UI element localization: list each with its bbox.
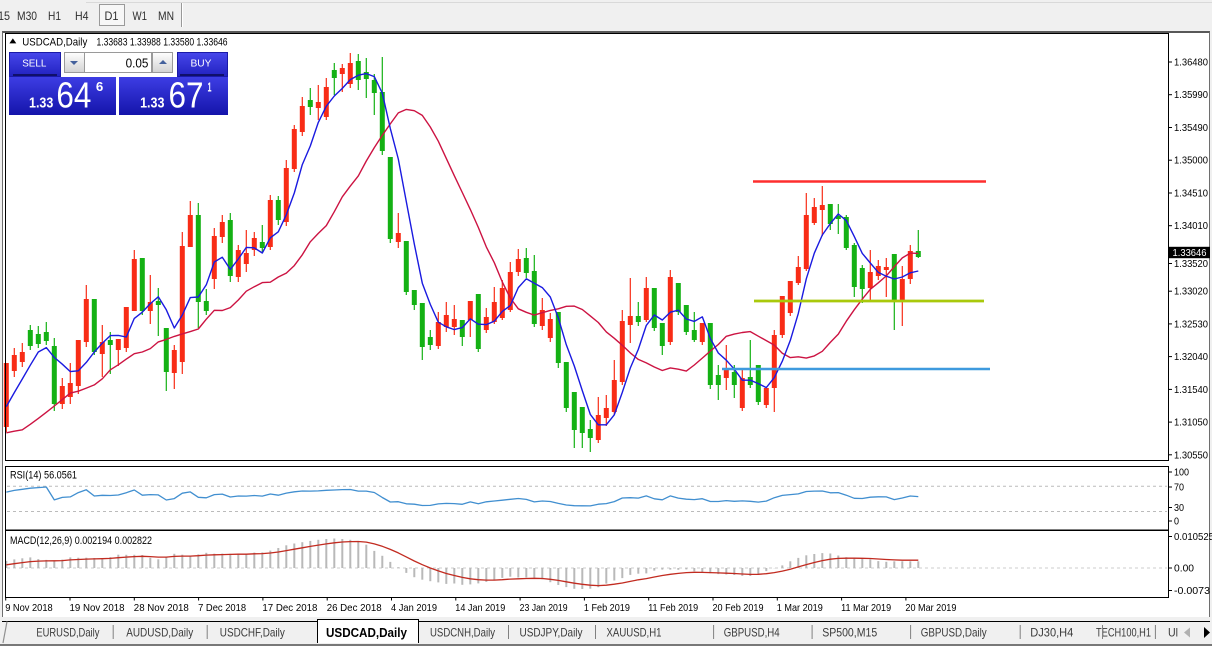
svg-text:1.31540: 1.31540 [1174, 384, 1208, 396]
svg-text:1.31050: 1.31050 [1174, 417, 1208, 429]
svg-text:100: 100 [1174, 467, 1189, 479]
svg-text:19 Nov 2018: 19 Nov 2018 [70, 602, 125, 614]
svg-text:20 Mar 2019: 20 Mar 2019 [905, 602, 956, 614]
svg-text:1.35000: 1.35000 [1174, 155, 1208, 167]
svg-text:USDCHF,Daily: USDCHF,Daily [220, 626, 285, 640]
svg-text:1.33683 1.33988 1.33580 1.3364: 1.33683 1.33988 1.33580 1.33646 [97, 36, 228, 48]
svg-text:MN: MN [158, 9, 174, 23]
svg-text:1.33646: 1.33646 [1173, 247, 1207, 259]
svg-text:11 Mar 2019: 11 Mar 2019 [841, 602, 891, 614]
svg-text:1.33: 1.33 [29, 94, 53, 111]
svg-text:EURUSD,Daily: EURUSD,Daily [36, 626, 99, 640]
svg-text:1.30550: 1.30550 [1174, 449, 1208, 461]
svg-text:TECH100,H1: TECH100,H1 [1096, 626, 1151, 640]
svg-text:70: 70 [1174, 482, 1184, 494]
svg-text:USDCNH,Daily: USDCNH,Daily [430, 626, 495, 640]
svg-text:0: 0 [1174, 516, 1179, 528]
svg-text:1.32040: 1.32040 [1174, 351, 1208, 363]
svg-text:20 Feb 2019: 20 Feb 2019 [713, 602, 764, 614]
svg-text:SELL: SELL [22, 58, 46, 70]
svg-text:-0.0073: -0.0073 [1174, 585, 1210, 597]
svg-text:RSI(14) 56.0561: RSI(14) 56.0561 [10, 470, 77, 482]
svg-text:1.33520: 1.33520 [1174, 258, 1208, 270]
svg-text:1 Feb 2019: 1 Feb 2019 [584, 602, 630, 614]
svg-text:28 Nov 2018: 28 Nov 2018 [134, 602, 189, 614]
svg-text:AUDUSD,Daily: AUDUSD,Daily [126, 626, 193, 640]
svg-text:Ul: Ul [1168, 626, 1178, 640]
svg-text:14 Jan 2019: 14 Jan 2019 [455, 602, 505, 614]
svg-text:W1: W1 [133, 9, 148, 23]
svg-text:GBPUSD,H4: GBPUSD,H4 [724, 626, 780, 640]
svg-text:0.05: 0.05 [126, 55, 149, 70]
svg-text:23 Jan 2019: 23 Jan 2019 [520, 602, 568, 614]
svg-text:1.35990: 1.35990 [1174, 89, 1208, 101]
svg-text:SP500,M15: SP500,M15 [822, 626, 877, 640]
svg-text:4 Jan 2019: 4 Jan 2019 [391, 602, 437, 614]
svg-text:1.34010: 1.34010 [1174, 220, 1208, 232]
svg-text:1.33: 1.33 [140, 94, 164, 111]
svg-text:H1: H1 [48, 9, 61, 23]
svg-text:M30: M30 [17, 9, 37, 23]
svg-text:1.36480: 1.36480 [1174, 57, 1208, 69]
svg-text:USDJPY,Daily: USDJPY,Daily [520, 626, 583, 640]
svg-text:1 Mar 2019: 1 Mar 2019 [777, 602, 823, 614]
svg-text:17 Dec 2018: 17 Dec 2018 [262, 602, 317, 614]
svg-text:1.35490: 1.35490 [1174, 122, 1208, 134]
svg-text:1.33020: 1.33020 [1174, 286, 1208, 298]
svg-text:H4: H4 [75, 9, 89, 23]
svg-text:0.00: 0.00 [1174, 563, 1194, 575]
svg-text:30: 30 [1174, 502, 1184, 514]
svg-text:XAUUSD,H1: XAUUSD,H1 [607, 626, 662, 640]
svg-text:D1: D1 [105, 9, 119, 23]
svg-text:USDCAD,Daily: USDCAD,Daily [22, 36, 87, 48]
svg-text:67: 67 [169, 74, 204, 115]
svg-text:M15: M15 [0, 9, 10, 23]
svg-text:64: 64 [56, 74, 91, 115]
svg-text:1: 1 [208, 80, 212, 95]
svg-text:GBPUSD,Daily: GBPUSD,Daily [921, 626, 987, 640]
svg-text:1.32530: 1.32530 [1174, 318, 1208, 330]
svg-text:11 Feb 2019: 11 Feb 2019 [648, 602, 698, 614]
svg-text:MACD(12,26,9) 0.002194 0.00282: MACD(12,26,9) 0.002194 0.002822 [10, 535, 152, 547]
svg-text:26 Dec 2018: 26 Dec 2018 [327, 602, 382, 614]
svg-text:9 Nov 2018: 9 Nov 2018 [5, 602, 53, 614]
svg-text:DJ30,H4: DJ30,H4 [1030, 626, 1073, 640]
svg-text:BUY: BUY [191, 58, 212, 70]
svg-text:0.010525: 0.010525 [1174, 531, 1212, 543]
svg-text:1.34510: 1.34510 [1174, 188, 1208, 200]
svg-text:7 Dec 2018: 7 Dec 2018 [198, 602, 246, 614]
svg-text:6: 6 [96, 79, 103, 94]
svg-text:USDCAD,Daily: USDCAD,Daily [326, 626, 407, 640]
